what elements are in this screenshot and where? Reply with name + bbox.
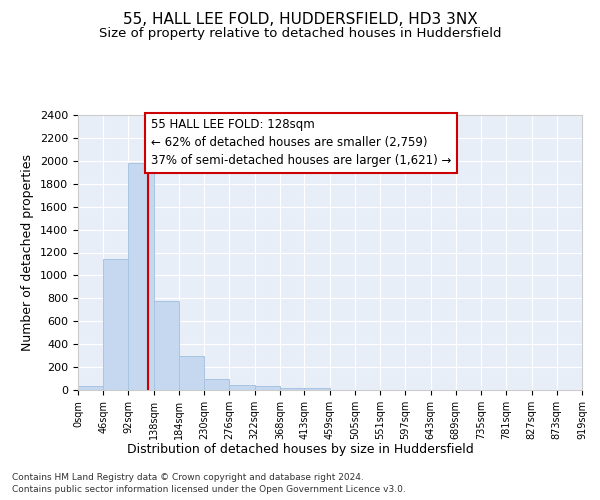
Bar (280, 388, 305, 390)
Bar (128, 163, 154, 390)
Text: Contains HM Land Registry data © Crown copyright and database right 2024.: Contains HM Land Registry data © Crown c… (12, 472, 364, 482)
Text: 55, HALL LEE FOLD, HUDDERSFIELD, HD3 3NX: 55, HALL LEE FOLD, HUDDERSFIELD, HD3 3NX (122, 12, 478, 28)
Bar (154, 301, 179, 390)
Text: 55 HALL LEE FOLD: 128sqm
← 62% of detached houses are smaller (2,759)
37% of sem: 55 HALL LEE FOLD: 128sqm ← 62% of detach… (151, 118, 451, 168)
Bar (78, 386, 103, 390)
Text: Contains public sector information licensed under the Open Government Licence v3: Contains public sector information licen… (12, 485, 406, 494)
Y-axis label: Number of detached properties: Number of detached properties (22, 154, 34, 351)
Bar (254, 386, 280, 390)
Bar (103, 260, 128, 390)
Bar (229, 385, 254, 390)
Text: Distribution of detached houses by size in Huddersfield: Distribution of detached houses by size … (127, 442, 473, 456)
Bar (179, 356, 204, 390)
Text: Size of property relative to detached houses in Huddersfield: Size of property relative to detached ho… (99, 28, 501, 40)
Bar (304, 388, 330, 390)
Bar (204, 378, 229, 390)
